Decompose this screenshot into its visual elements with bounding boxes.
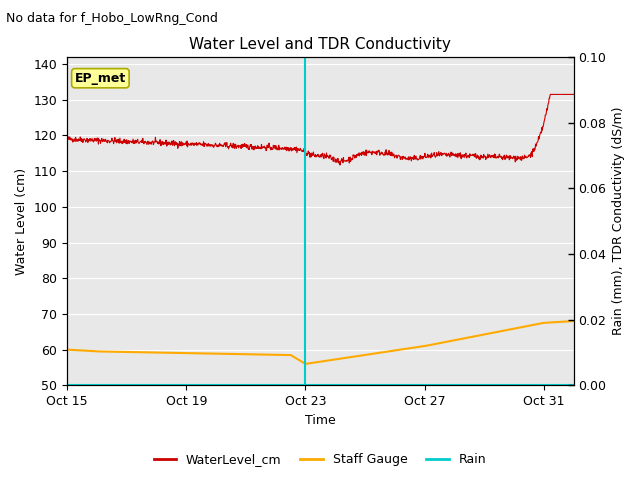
Title: Water Level and TDR Conductivity: Water Level and TDR Conductivity [189, 36, 451, 51]
Text: EP_met: EP_met [75, 72, 126, 84]
Legend: WaterLevel_cm, Staff Gauge, Rain: WaterLevel_cm, Staff Gauge, Rain [148, 448, 492, 471]
Text: No data for f_Hobo_LowRng_Cond: No data for f_Hobo_LowRng_Cond [6, 12, 218, 25]
Y-axis label: Rain (mm), TDR Conductivity (dS/m): Rain (mm), TDR Conductivity (dS/m) [612, 107, 625, 336]
X-axis label: Time: Time [305, 414, 336, 427]
Y-axis label: Water Level (cm): Water Level (cm) [15, 168, 28, 275]
